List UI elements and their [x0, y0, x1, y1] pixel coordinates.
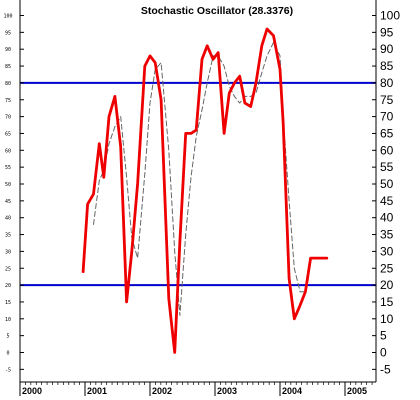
y-axis-right: 1009590858075706560555045403530252015105…	[372, 9, 400, 376]
y-tick-label-left: -5	[5, 367, 11, 373]
y-tick-label-right: 30	[380, 244, 394, 258]
y-tick-label-right: 100	[380, 9, 400, 23]
y-tick-label-left: 20	[5, 283, 11, 289]
x-axis: 2000 2001 2002 2003 2004 2005	[19, 382, 373, 396]
y-tick-label-right: 10	[380, 312, 394, 326]
y-tick-label-right: 75	[380, 93, 394, 107]
y-tick-label-right: 95	[380, 25, 394, 39]
series-signal-line	[93, 42, 306, 316]
y-tick-label-left: 85	[5, 64, 11, 70]
y-tick-label-left: 55	[5, 165, 11, 171]
y-tick-label-left: 25	[5, 266, 11, 272]
y-tick-label-right: 85	[380, 59, 394, 73]
y-tick-label-right: 15	[380, 295, 394, 309]
y-tick-label-left: 80	[5, 81, 11, 87]
y-tick-label-right: 55	[380, 160, 394, 174]
y-tick-label-right: 40	[380, 211, 394, 225]
y-tick-label-right: 45	[380, 194, 394, 208]
y-tick-label-left: 40	[5, 216, 11, 222]
y-tick-label-left: 45	[5, 199, 11, 205]
y-axis-left: 1009590858075706560555045403530252015105…	[3, 14, 24, 373]
y-tick-label-right: -5	[380, 362, 391, 376]
y-tick-label-left: 90	[5, 47, 11, 53]
x-tick-label: 2002	[152, 386, 172, 396]
y-tick-label-right: 5	[380, 329, 387, 343]
x-tick-label: 2004	[282, 386, 302, 396]
y-tick-label-right: 80	[380, 76, 394, 90]
y-tick-label-left: 75	[5, 98, 11, 104]
plot-background	[20, 0, 376, 382]
y-tick-label-left: 30	[5, 249, 11, 255]
y-tick-label-left: 10	[5, 317, 11, 323]
y-tick-label-right: 25	[380, 261, 394, 275]
x-tick-label: 2000	[22, 386, 42, 396]
series-oscillator-line	[81, 27, 329, 354]
y-tick-label-right: 35	[380, 228, 394, 242]
y-tick-label-left: 15	[5, 300, 11, 306]
y-tick-label-right: 20	[380, 278, 394, 292]
chart-title: Stochastic Oscillator (28.3376)	[141, 5, 293, 17]
series-layer	[81, 27, 329, 354]
y-tick-label-left: 0	[6, 351, 9, 357]
y-tick-label-left: 5	[6, 334, 9, 340]
y-tick-label-right: 70	[380, 110, 394, 124]
y-tick-label-left: 50	[5, 182, 11, 188]
x-tick-label: 2005	[347, 386, 367, 396]
y-tick-label-right: 65	[380, 126, 394, 140]
x-tick-label: 2003	[217, 386, 237, 396]
y-tick-label-left: 95	[5, 30, 11, 36]
y-tick-label-left: 65	[5, 131, 11, 137]
y-tick-label-right: 60	[380, 143, 394, 157]
y-tick-label-right: 50	[380, 177, 394, 191]
y-tick-label-right: 90	[380, 42, 394, 56]
y-tick-label-left: 60	[5, 148, 11, 154]
y-tick-label-left: 70	[5, 115, 11, 121]
y-tick-label-right: 0	[380, 346, 387, 360]
reference-lines	[20, 81, 376, 287]
y-tick-label-left: 100	[3, 14, 12, 20]
x-tick-label: 2001	[87, 386, 107, 396]
y-tick-label-left: 35	[5, 233, 11, 239]
